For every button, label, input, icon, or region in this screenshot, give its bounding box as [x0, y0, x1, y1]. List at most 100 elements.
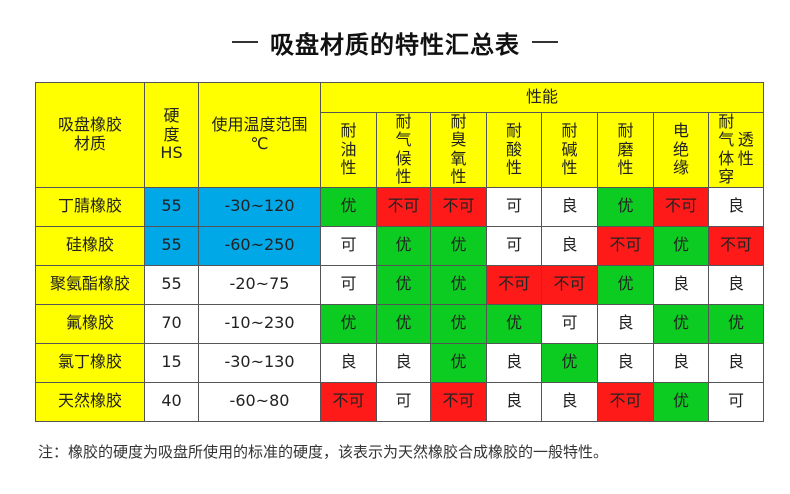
rating-cell: 良 [597, 303, 654, 344]
header-performance: 性能 [320, 82, 764, 113]
rating-cell: 优 [376, 303, 431, 344]
rating-cell: 不可 [653, 186, 709, 227]
header-prop-weather: 耐气候性 [376, 112, 431, 188]
rating-cell: 良 [653, 342, 709, 383]
rating-cell: 良 [708, 264, 764, 305]
header-prop-acid-label: 耐酸性 [505, 121, 522, 177]
rating-cell: 良 [541, 225, 598, 266]
table-row: 氟橡胶 70 -10~230 优优优优可良优优 [35, 303, 764, 344]
header-prop-gas-label-2: 透性 [737, 130, 754, 168]
header-material-label: 吸盘橡胶 材质 [57, 115, 122, 153]
header-material: 吸盘橡胶 材质 [35, 82, 145, 188]
rating-cell: 优 [430, 342, 487, 383]
table-row: 硅橡胶 55 -60~250 可优优可良不可优不可 [35, 225, 764, 266]
header-hardness-label: 硬度HS [160, 106, 183, 162]
rating-cell: 优 [597, 264, 654, 305]
rating-cell: 不可 [486, 264, 542, 305]
rating-cell: 可 [486, 225, 542, 266]
rating-cell: 良 [653, 264, 709, 305]
rating-cell: 不可 [430, 381, 487, 422]
material-name-cell: 聚氨酯橡胶 [35, 264, 145, 305]
rating-cell: 不可 [376, 186, 431, 227]
rating-cell: 优 [708, 303, 764, 344]
header-prop-oil: 耐油性 [320, 112, 377, 188]
temp-range-cell: -10~230 [198, 303, 321, 344]
hardness-cell: 40 [144, 381, 199, 422]
table-row: 氯丁橡胶 15 -30~130 良良优良优良良良 [35, 342, 764, 383]
rating-cell: 优 [320, 186, 377, 227]
hardness-cell: 55 [144, 225, 199, 266]
material-name-cell: 氯丁橡胶 [35, 342, 145, 383]
header-performance-label: 性能 [525, 87, 558, 107]
header-temp-label: 使用温度范围 ℃ [211, 115, 308, 153]
table-row: 丁腈橡胶 55 -30~120 优不可 不可可良优不可良 [35, 186, 764, 227]
header-hardness: 硬度HS [144, 82, 199, 188]
title-row: 吸盘材质的特性汇总表 [0, 22, 790, 62]
rating-cell: 优 [653, 225, 709, 266]
rating-cell: 优 [597, 186, 654, 227]
header-prop-alkali: 耐碱性 [541, 112, 598, 188]
rating-cell: 可 [708, 381, 764, 422]
header-prop-ozone-label: 耐臭氧性 [450, 112, 467, 187]
rating-cell: 良 [541, 186, 598, 227]
temp-range-cell: -60~80 [198, 381, 321, 422]
rating-cell: 不可 [597, 225, 654, 266]
rating-cell: 优 [486, 303, 542, 344]
rating-cell: 良 [708, 186, 764, 227]
title-dash-left [232, 41, 258, 43]
header-prop-ozone: 耐臭氧性 [430, 112, 487, 188]
title-dash-right [532, 41, 558, 43]
temp-range-cell: -20~75 [198, 264, 321, 305]
rating-cell: 优 [430, 303, 487, 344]
hardness-cell: 15 [144, 342, 199, 383]
rating-cell: 良 [597, 342, 654, 383]
page-title: 吸盘材质的特性汇总表 [270, 29, 520, 59]
rating-cell: 可 [320, 264, 377, 305]
hardness-cell: 55 [144, 186, 199, 227]
rating-cell: 可 [376, 381, 431, 422]
rating-cell: 良 [708, 342, 764, 383]
header-prop-alkali-label: 耐碱性 [561, 121, 578, 177]
rating-cell: 不可 [708, 225, 764, 266]
rating-cell: 不可 [541, 264, 598, 305]
rating-cell: 可 [320, 225, 377, 266]
rating-cell: 可 [541, 303, 598, 344]
rating-cell: 良 [320, 342, 377, 383]
temp-range-cell: -30~130 [198, 342, 321, 383]
rating-cell: 不可 [597, 381, 654, 422]
rating-cell: 不可 [320, 381, 377, 422]
header-prop-insulation-label: 电绝缘 [672, 121, 689, 177]
table-row: 聚氨酯橡胶 55 -20~75 可优优不可 不可优良良 [35, 264, 764, 305]
hardness-cell: 55 [144, 264, 199, 305]
header-prop-wear: 耐磨性 [597, 112, 654, 188]
header-prop-insulation: 电绝缘 [653, 112, 709, 188]
rating-cell: 优 [541, 342, 598, 383]
rating-cell: 优 [376, 225, 431, 266]
header-temp: 使用温度范围 ℃ [198, 82, 321, 188]
material-name-cell: 丁腈橡胶 [35, 186, 145, 227]
properties-table: 吸盘橡胶 材质 硬度HS 使用温度范围 ℃ 性能 耐油性 耐气候性 耐臭氧性 耐… [35, 82, 764, 422]
rating-cell: 优 [430, 264, 487, 305]
header-prop-wear-label: 耐磨性 [617, 121, 634, 177]
rating-cell: 良 [486, 342, 542, 383]
footnote: 注：橡胶的硬度为吸盘所使用的标准的硬度，该表示为天然橡胶合成橡胶的一般特性。 [38, 443, 609, 461]
rating-cell: 优 [320, 303, 377, 344]
header-prop-oil-label: 耐油性 [340, 121, 357, 177]
hardness-cell: 70 [144, 303, 199, 344]
temp-range-cell: -60~250 [198, 225, 321, 266]
rating-cell: 优 [430, 225, 487, 266]
rating-cell: 良 [486, 381, 542, 422]
header-prop-gas-wrap: 耐气体穿 透性 [717, 112, 754, 187]
temp-range-cell: -30~120 [198, 186, 321, 227]
rating-cell: 良 [376, 342, 431, 383]
rating-cell: 良 [541, 381, 598, 422]
header-prop-acid: 耐酸性 [486, 112, 542, 188]
rating-cell: 优 [653, 381, 709, 422]
rating-cell: 不可 [430, 186, 487, 227]
table-row: 天然橡胶 40 -60~80 不可可不可良良不可优可 [35, 381, 764, 422]
header-prop-weather-label: 耐气候性 [395, 112, 412, 187]
material-name-cell: 氟橡胶 [35, 303, 145, 344]
table-body: 丁腈橡胶 55 -30~120 优不可 不可可良优不可良硅橡胶 55 -60~250 可优优可… [35, 186, 764, 422]
rating-cell: 优 [653, 303, 709, 344]
rating-cell: 可 [486, 186, 542, 227]
